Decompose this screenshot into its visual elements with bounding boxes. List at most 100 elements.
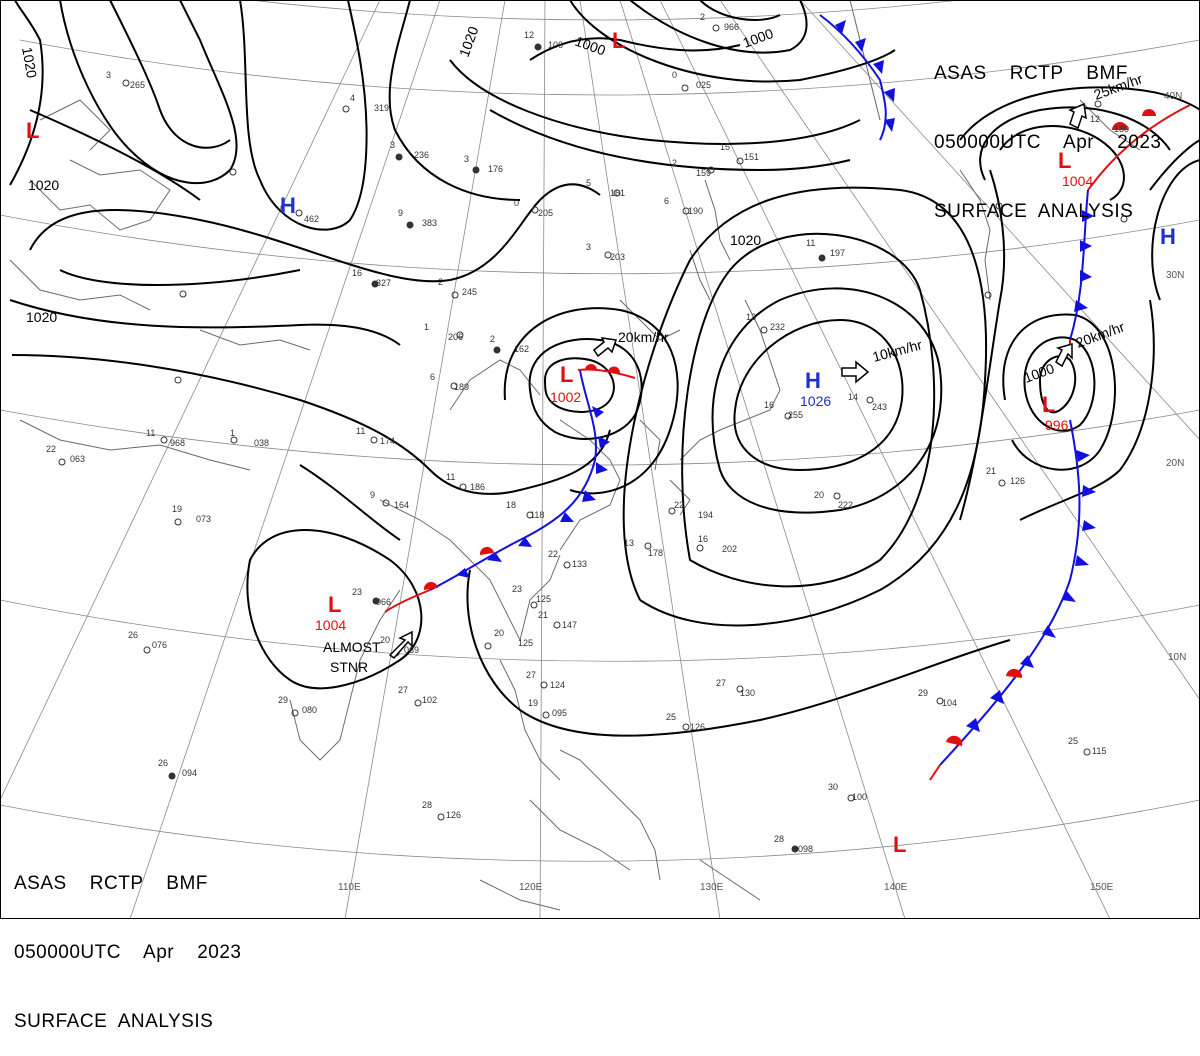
- isobar-label: 1020: [730, 232, 761, 248]
- header-line-1: ASAS RCTP BMF: [14, 873, 208, 894]
- station-temp: 3: [106, 70, 111, 80]
- cold-fronts: [429, 14, 1096, 766]
- station-temp: 22: [46, 444, 56, 454]
- low-center-northeast-value: 1004: [1062, 173, 1093, 189]
- map-header-bottom-left: ASAS RCTP BMF 050000UTC Apr 2023 SURFACE…: [14, 826, 241, 1056]
- station-temp: 18: [506, 500, 516, 510]
- low-center-korea-value: 1002: [550, 389, 581, 405]
- station-pressure: 174: [380, 436, 395, 446]
- station-pressure: 094: [182, 768, 197, 778]
- low-center-indochina-value: 1004: [315, 617, 346, 633]
- isobar-label: 1020: [19, 46, 40, 80]
- station-pressure: 265: [130, 80, 145, 90]
- station-temp: 2: [672, 158, 677, 168]
- high-center-east-edge: H: [1160, 224, 1176, 249]
- lon-label: 120E: [519, 882, 543, 893]
- station-temp: 9: [370, 490, 375, 500]
- station-pressure: 133: [572, 559, 587, 569]
- station-temp: 30: [828, 782, 838, 792]
- station-pressure: 319: [374, 103, 389, 113]
- station-pressure: 076: [152, 640, 167, 650]
- station-pressure: 178: [648, 548, 663, 558]
- low-center-west: L: [26, 118, 39, 143]
- station-pressure: 073: [196, 514, 211, 524]
- station-temp: 22: [674, 500, 684, 510]
- station-pressure: 126: [446, 810, 461, 820]
- station-temp: 20: [380, 635, 390, 645]
- station-pressure: 151: [744, 152, 759, 162]
- station-circles: [58, 24, 1128, 853]
- stnr-label: STNR: [330, 659, 368, 675]
- station-pressure: 102: [422, 695, 437, 705]
- station-temp: 9: [398, 208, 403, 218]
- station-temp: 11: [806, 238, 815, 248]
- low-center-south: L: [893, 832, 906, 857]
- station-pressure: 164: [394, 500, 409, 510]
- station-pressure: 203: [610, 252, 625, 262]
- station-pressure: 069: [404, 645, 419, 655]
- station-temp: 20: [494, 628, 504, 638]
- station-pressure: 222: [838, 500, 853, 510]
- station-pressure: 147: [562, 620, 577, 630]
- header-line-2: 050000UTC Apr 2023: [934, 132, 1162, 153]
- station-pressure: 968: [170, 438, 185, 448]
- station-temp: 1: [424, 322, 429, 332]
- high-center-mongolia: H: [280, 193, 296, 218]
- station-temp: 13: [624, 538, 634, 548]
- station-temp: 29: [918, 688, 928, 698]
- station-temp: 3: [586, 242, 591, 252]
- station-pressure: 100: [852, 792, 867, 802]
- geo-labels: 110E 120E 130E 140E 150E 30N 20N 10N 40N: [338, 91, 1186, 893]
- station-pressure: 180: [1114, 124, 1129, 134]
- pressure-centers: H 1026 H H L 1002 L 1004 L 996 L 1004 L …: [26, 28, 1176, 857]
- station-temp: 3: [390, 140, 395, 150]
- station-temp: 28: [774, 834, 784, 844]
- lat-label: 10N: [1168, 652, 1186, 663]
- station-pressure: 098: [798, 844, 813, 854]
- station-pressure: 383: [422, 218, 437, 228]
- station-pressure: 126: [690, 722, 705, 732]
- station-pressure: 038: [254, 438, 269, 448]
- station-temp: 12: [1090, 114, 1100, 124]
- station-temp: 5: [586, 178, 591, 188]
- station-pressure: 104: [942, 698, 957, 708]
- station-pressure: 243: [872, 402, 887, 412]
- station-temp: 4: [350, 93, 355, 103]
- header-line-3: SURFACE ANALYSIS: [934, 201, 1134, 222]
- station-pressure: 197: [830, 248, 845, 258]
- station-pressure: 186: [470, 482, 485, 492]
- station-pressure: 205: [538, 208, 553, 218]
- weather-map: 2206319073260762908027102230662006926094…: [0, 0, 1200, 919]
- lat-label: 20N: [1166, 458, 1184, 469]
- station-pressure: 206: [448, 332, 463, 342]
- low-center-pacific-value: 996: [1045, 417, 1069, 433]
- almost-label: ALMOST: [323, 639, 381, 655]
- lon-label: 150E: [1090, 882, 1114, 893]
- station-temp: 13: [746, 312, 756, 322]
- station-temp: 21: [986, 466, 996, 476]
- station-pressure: 124: [550, 680, 565, 690]
- station-pressure: 130: [740, 688, 755, 698]
- station-pressure: 255: [788, 410, 803, 420]
- station-temp: 27: [526, 670, 536, 680]
- low-center-korea: L: [560, 362, 573, 387]
- station-temp: 29: [278, 695, 288, 705]
- station-pressure: 125: [518, 638, 533, 648]
- station-temp: 5: [280, 204, 285, 214]
- isobar-label: 1020: [26, 309, 57, 325]
- station-temp: 15: [720, 142, 730, 152]
- station-pressure: 162: [514, 344, 529, 354]
- station-pressure: 190: [688, 206, 703, 216]
- station-pressure: 115: [1092, 746, 1106, 756]
- station-temp: 20: [814, 490, 824, 500]
- station-temp: 1: [230, 428, 235, 438]
- lon-label: 140E: [884, 882, 908, 893]
- station-temp: 27: [716, 678, 726, 688]
- high-center-japan-value: 1026: [800, 393, 831, 409]
- station-pressure: 245: [462, 287, 477, 297]
- station-temp: 2: [490, 334, 495, 344]
- low-center-pacific: L: [1042, 392, 1055, 417]
- station-temp: 19: [528, 698, 538, 708]
- station-pressure: 232: [770, 322, 785, 332]
- station-pressure: 236: [414, 150, 429, 160]
